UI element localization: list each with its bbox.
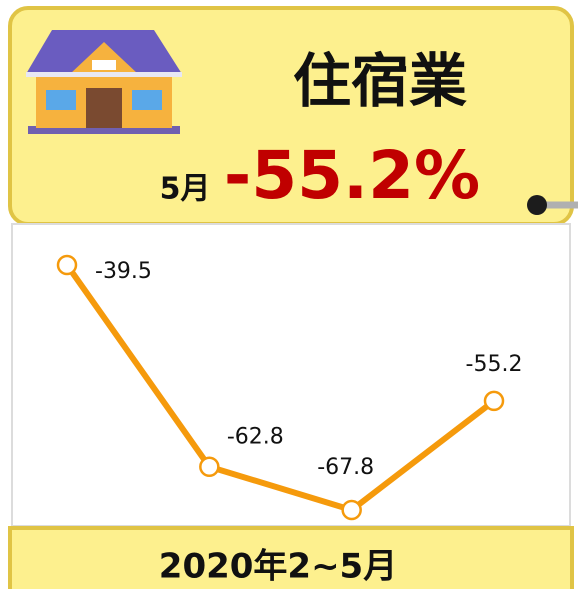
- footer-panel: [8, 526, 574, 589]
- footer: 2020年2~5月: [159, 547, 397, 587]
- value-label: -62.8: [227, 425, 284, 450]
- value-label: -67.8: [317, 455, 374, 480]
- point: [483, 390, 505, 412]
- headline-value: -55.2%: [224, 137, 480, 214]
- line: [64, 263, 496, 513]
- value-label: -55.2: [466, 352, 523, 377]
- point: [341, 499, 362, 521]
- point: [56, 254, 78, 276]
- house-icon: [26, 30, 182, 134]
- value-label: -39.5: [95, 259, 152, 284]
- point: [199, 456, 220, 477]
- title: 住宿業: [293, 47, 467, 115]
- pin: [527, 195, 547, 215]
- month-label: 5月: [160, 172, 211, 207]
- chart-panel: [11, 223, 571, 527]
